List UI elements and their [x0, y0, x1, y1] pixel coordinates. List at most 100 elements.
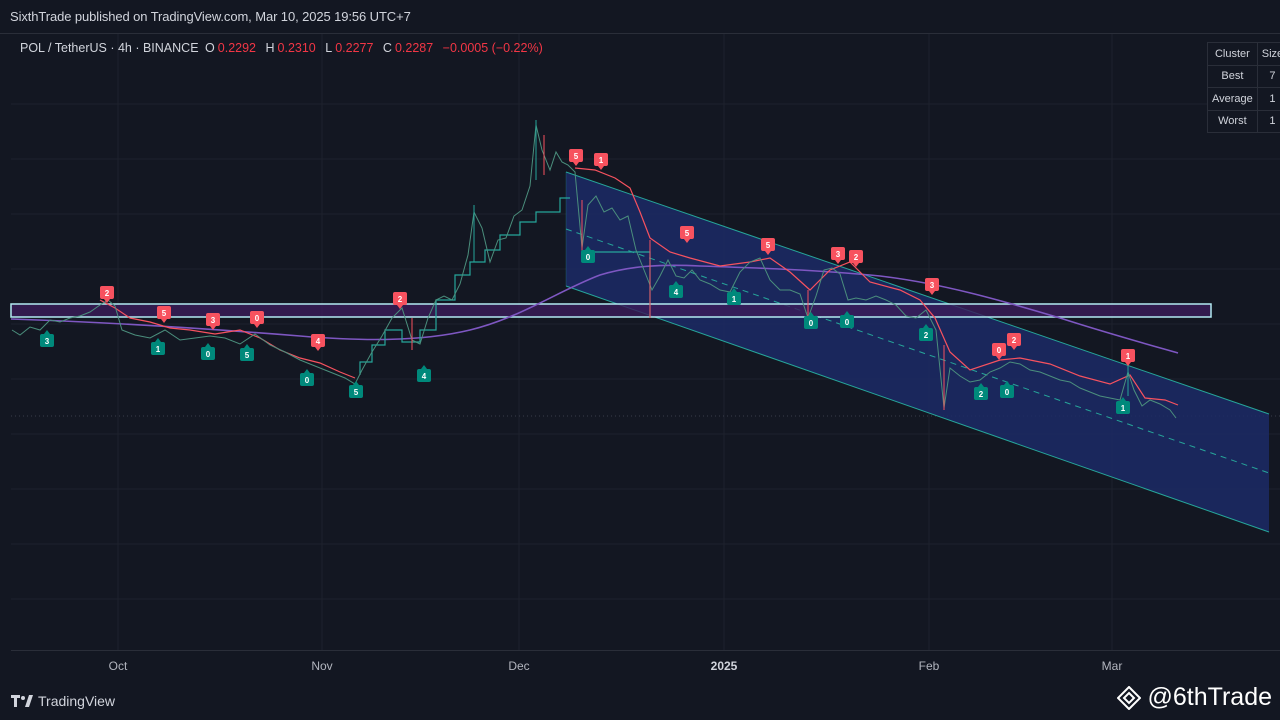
svg-text:4: 4	[674, 288, 679, 297]
price-chart[interactable]: 2 5 3 0 4 2 5 1 5 5 3 2 3 0 2 1 3 1 0 5 …	[0, 0, 1280, 680]
sell-signal-marker: 2	[849, 250, 863, 267]
svg-text:2: 2	[924, 331, 929, 340]
channel-mid-line[interactable]	[565, 228, 1270, 474]
trailing-stop-down	[99, 299, 356, 379]
low-label: L	[325, 41, 333, 55]
svg-text:0: 0	[997, 346, 1002, 355]
svg-text:0: 0	[305, 376, 310, 385]
high-label: H	[265, 41, 275, 55]
sell-signal-marker: 0	[992, 343, 1006, 360]
svg-text:0: 0	[586, 253, 591, 262]
channel-lower-line[interactable]	[565, 285, 1270, 533]
footer: TradingView @6thTrade	[0, 680, 1280, 720]
sell-signal-marker: 2	[393, 292, 407, 309]
svg-text:3: 3	[836, 250, 841, 259]
svg-text:3: 3	[45, 337, 50, 346]
channel-upper-line[interactable]	[565, 171, 1270, 415]
svg-text:3: 3	[930, 281, 935, 290]
tradingview-icon	[11, 695, 33, 707]
svg-text:1: 1	[156, 345, 161, 354]
sell-signal-marker: 1	[594, 153, 608, 170]
buy-signal-marker: 1	[1116, 397, 1130, 414]
time-tick: 2025	[710, 659, 738, 673]
sell-signal-marker: 1	[1121, 349, 1135, 366]
svg-text:2: 2	[398, 295, 403, 304]
sell-signal-marker: 5	[569, 149, 583, 166]
svg-text:0: 0	[845, 318, 850, 327]
sell-signal-marker: 3	[206, 313, 220, 330]
tradingview-logo[interactable]: TradingView	[11, 693, 115, 709]
buy-signal-marker: 4	[669, 281, 683, 298]
watermark-handle: @6thTrade	[1147, 683, 1272, 711]
symbol-name[interactable]: POL / TetherUS · 4h · BINANCE	[20, 41, 199, 55]
sell-signal-marker: 2	[100, 286, 114, 303]
time-tick: Nov	[311, 659, 333, 673]
buy-signal-marker: 0	[201, 343, 215, 360]
descending-channel[interactable]	[566, 172, 1269, 532]
svg-text:0: 0	[809, 319, 814, 328]
cluster-size: 7	[1256, 64, 1280, 88]
trailing-stop-down-2	[574, 167, 1179, 406]
svg-text:5: 5	[354, 388, 359, 397]
svg-text:5: 5	[162, 309, 167, 318]
tradingview-brand: TradingView	[38, 693, 116, 709]
publish-info: SixthTrade published on TradingView.com,…	[10, 9, 411, 24]
svg-text:0: 0	[206, 350, 211, 359]
high-value: 0.2310	[277, 41, 316, 55]
buy-signal-marker: 1	[151, 338, 165, 355]
buy-signal-marker: 0	[300, 369, 314, 386]
cluster-header: Cluster	[1207, 42, 1258, 66]
sell-signals: 2 5 3 0 4 2 5 1 5 5 3 2 3 0 2 1	[100, 149, 1135, 366]
diamond-logo-icon	[1117, 685, 1142, 710]
svg-text:0: 0	[1005, 388, 1010, 397]
cluster-table-row: Average 1	[1207, 87, 1280, 111]
svg-text:3: 3	[211, 316, 216, 325]
size-header: Size	[1256, 42, 1280, 66]
time-tick: Feb	[918, 659, 940, 673]
buy-signal-marker: 0	[581, 246, 595, 263]
sell-signal-marker: 3	[925, 278, 939, 295]
cluster-label: Worst	[1207, 109, 1258, 133]
svg-text:4: 4	[316, 337, 321, 346]
svg-text:1: 1	[732, 295, 737, 304]
time-axis[interactable]: Oct Nov Dec 2025 Feb Mar	[11, 650, 1280, 680]
svg-text:4: 4	[422, 372, 427, 381]
price-action	[11, 124, 1177, 419]
sell-signal-marker: 3	[831, 247, 845, 264]
open-label: O	[205, 41, 215, 55]
svg-text:5: 5	[245, 351, 250, 360]
cluster-table-row: Best 7	[1207, 64, 1280, 88]
sell-signal-marker: 5	[680, 226, 694, 243]
sell-signal-marker: 2	[1007, 333, 1021, 350]
cluster-size: 1	[1256, 87, 1280, 111]
open-value: 0.2292	[217, 41, 256, 55]
publish-header: SixthTrade published on TradingView.com,…	[0, 0, 1280, 34]
close-value: 0.2287	[394, 41, 434, 55]
chart-grid	[11, 34, 1280, 650]
svg-text:1: 1	[599, 156, 604, 165]
cluster-table: Cluster Size Best 7 Average 1 Worst 1	[1207, 42, 1280, 133]
buy-signal-marker: 2	[919, 324, 933, 341]
buy-signal-marker: 0	[840, 311, 854, 328]
buy-signal-marker: 5	[240, 344, 254, 361]
svg-text:5: 5	[685, 229, 690, 238]
cluster-label: Best	[1207, 64, 1258, 88]
buy-signal-marker: 0	[1000, 381, 1014, 398]
low-value: 0.2277	[335, 41, 374, 55]
cluster-size: 1	[1256, 109, 1280, 133]
sell-signal-marker: 5	[157, 306, 171, 323]
sell-signal-marker: 5	[761, 238, 775, 255]
moving-average-line	[10, 264, 1179, 354]
sell-signal-marker: 4	[311, 334, 325, 351]
change-value: −0.0005 (−0.22%)	[442, 41, 543, 55]
buy-signal-marker: 2	[974, 383, 988, 400]
support-resistance-zone[interactable]	[10, 303, 1212, 318]
svg-text:1: 1	[1121, 404, 1126, 413]
cluster-table-row: Worst 1	[1207, 109, 1280, 133]
buy-signal-marker: 5	[349, 381, 363, 398]
time-tick: Mar	[1101, 659, 1123, 673]
cluster-table-header: Cluster Size	[1207, 42, 1280, 66]
svg-text:2: 2	[979, 390, 984, 399]
buy-signal-marker: 3	[40, 330, 54, 347]
